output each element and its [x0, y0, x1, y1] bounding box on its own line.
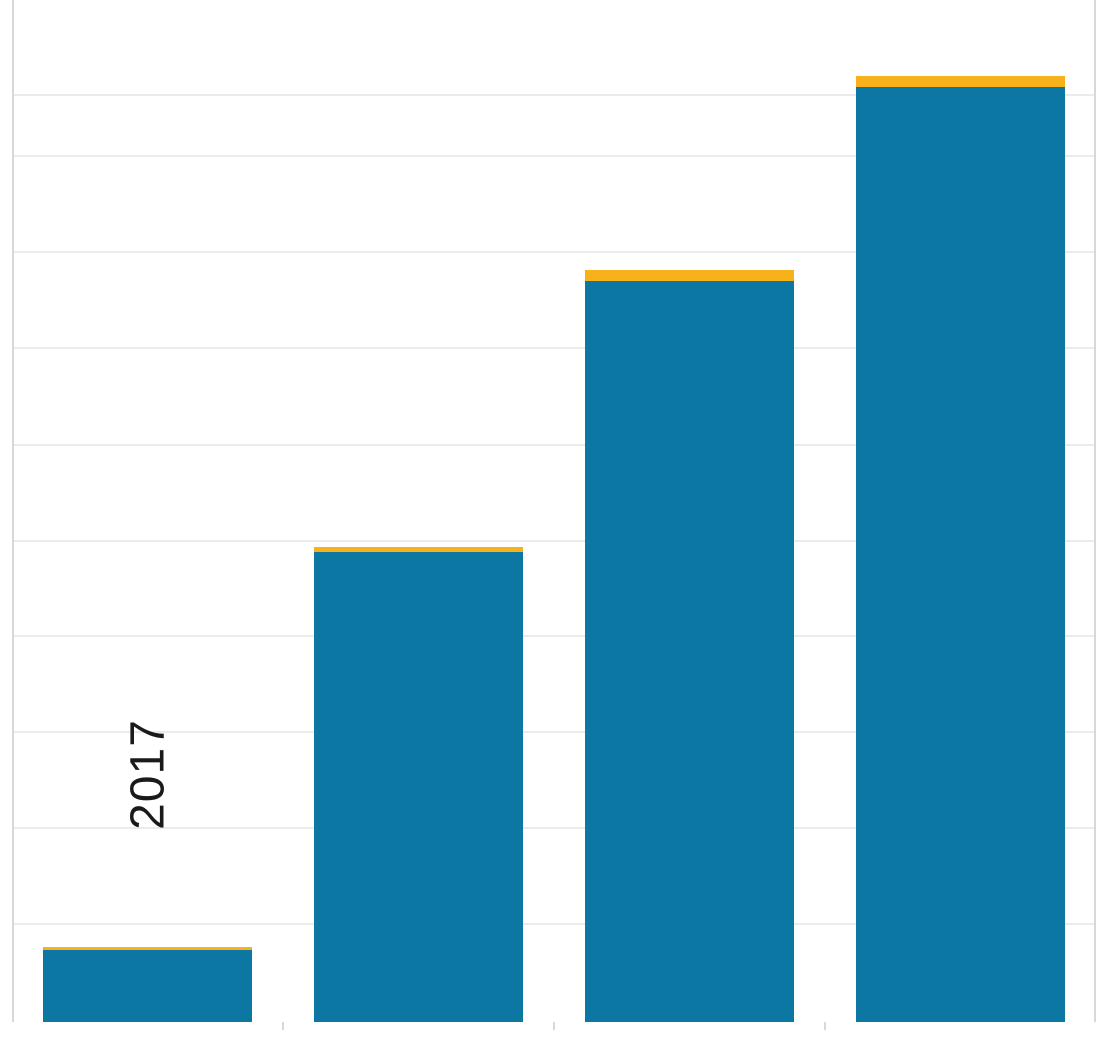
bar-slot: 2019 — [554, 0, 825, 1022]
bar-stack — [856, 76, 1065, 1022]
bar-slot: 2017 — [12, 0, 283, 1022]
bar-segment-primary — [585, 281, 794, 1022]
bar-label: 2017 — [120, 719, 175, 830]
bar-segment-primary — [314, 552, 523, 1022]
x-tick — [553, 1022, 555, 1030]
stacked-bar-chart: 2017 201820192020 — [0, 0, 1100, 1042]
bars-region: 2017 201820192020 — [12, 0, 1096, 1022]
bar-slot: 2018 — [283, 0, 554, 1022]
x-tick — [824, 1022, 826, 1030]
bar-stack — [585, 270, 794, 1022]
bar-segment-primary — [43, 950, 252, 1022]
bar-stack — [314, 547, 523, 1022]
bar-slot: 2020 — [825, 0, 1096, 1022]
bar-segment-primary — [856, 87, 1065, 1022]
bar-segment-secondary — [585, 270, 794, 281]
bar-segment-secondary — [856, 76, 1065, 87]
bar-stack — [43, 947, 252, 1022]
x-tick — [282, 1022, 284, 1030]
